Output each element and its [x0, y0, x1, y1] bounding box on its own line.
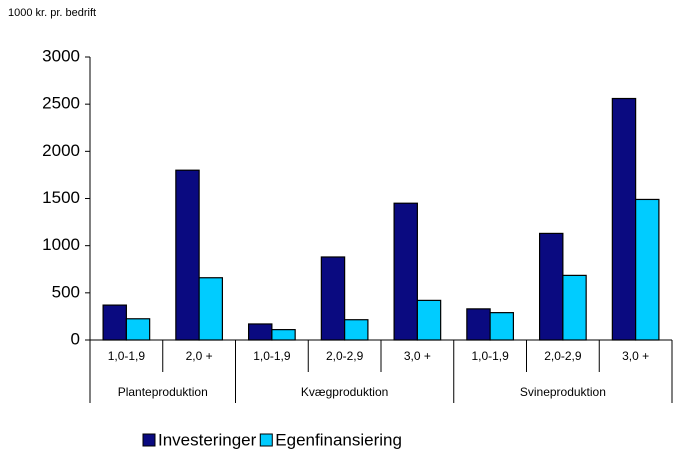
- bar: [344, 319, 369, 341]
- bar: [271, 329, 296, 341]
- bar: [320, 256, 346, 341]
- group-label: Planteproduktion: [118, 385, 208, 399]
- bar: [102, 304, 127, 341]
- bar: [393, 202, 418, 341]
- bar: [538, 232, 564, 341]
- x-tick-label: 2,0 +: [186, 349, 213, 363]
- y-tick-label: 2000: [42, 141, 80, 160]
- legend-swatch: [142, 433, 156, 447]
- bar: [466, 308, 491, 341]
- bar: [489, 312, 515, 341]
- group-label: Kvægproduktion: [301, 385, 388, 399]
- group-label: Svineproduktion: [520, 385, 606, 399]
- bar: [125, 318, 151, 341]
- x-tick-label: 1,0-1,9: [108, 349, 146, 363]
- bar: [611, 97, 637, 341]
- x-tick-label: 3,0 +: [404, 349, 431, 363]
- bar: [635, 198, 660, 341]
- bar: [247, 323, 273, 341]
- bar: [198, 277, 224, 341]
- x-tick-label: 2,0-2,9: [544, 349, 582, 363]
- legend-label: Investeringer: [158, 430, 257, 449]
- x-tick-label: 2,0-2,9: [326, 349, 364, 363]
- y-tick-label: 3000: [42, 46, 80, 65]
- y-axis-label: 1000 kr. pr. bedrift: [8, 7, 96, 19]
- y-tick-label: 1000: [42, 235, 80, 254]
- legend-swatch: [259, 433, 273, 447]
- bar: [416, 299, 442, 341]
- legend-label: Egenfinansiering: [275, 430, 402, 449]
- y-tick-label: 0: [71, 329, 80, 348]
- y-tick-label: 2500: [42, 94, 80, 113]
- x-tick-label: 3,0 +: [622, 349, 649, 363]
- y-tick-label: 500: [52, 282, 80, 301]
- bar: [562, 274, 587, 341]
- x-tick-label: 1,0-1,9: [471, 349, 509, 363]
- y-tick-label: 1500: [42, 188, 80, 207]
- x-tick-label: 1,0-1,9: [253, 349, 291, 363]
- bar: [175, 169, 200, 341]
